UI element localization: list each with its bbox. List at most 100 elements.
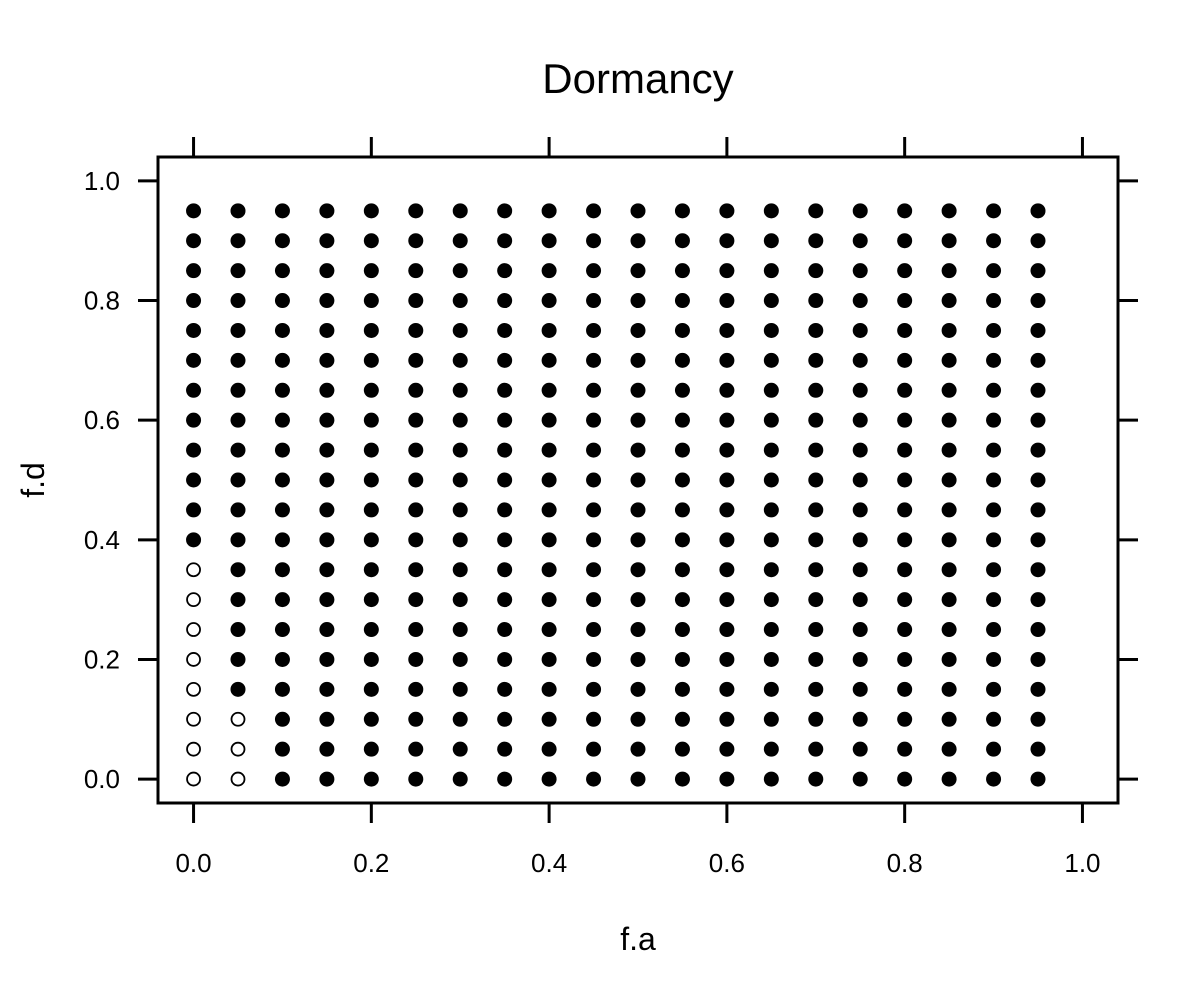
filled-data-point	[763, 263, 779, 279]
filled-data-point	[630, 233, 646, 249]
filled-data-point	[408, 233, 424, 249]
filled-data-point	[763, 741, 779, 757]
filled-data-point	[808, 681, 824, 697]
filled-data-point	[986, 233, 1002, 249]
filled-data-point	[986, 352, 1002, 368]
filled-data-point	[986, 382, 1002, 398]
filled-data-point	[586, 382, 602, 398]
filled-data-point	[408, 592, 424, 608]
filled-data-point	[408, 711, 424, 727]
filled-data-point	[497, 592, 513, 608]
filled-data-point	[763, 681, 779, 697]
filled-data-point	[586, 771, 602, 787]
filled-data-point	[186, 233, 202, 249]
filled-data-point	[897, 562, 913, 578]
filled-data-point	[630, 741, 646, 757]
filled-data-point	[319, 622, 335, 638]
filled-data-point	[274, 502, 290, 518]
filled-data-point	[586, 322, 602, 338]
filled-data-point	[941, 442, 957, 458]
filled-data-point	[763, 293, 779, 309]
filled-data-point	[230, 532, 246, 548]
filled-data-point	[408, 263, 424, 279]
filled-data-point	[941, 681, 957, 697]
filled-data-point	[363, 681, 379, 697]
filled-data-point	[1030, 382, 1046, 398]
x-tick-label: 0.8	[887, 848, 923, 878]
filled-data-point	[586, 681, 602, 697]
filled-data-point	[630, 592, 646, 608]
open-data-point	[186, 711, 201, 727]
y-tick-label: 0.2	[84, 644, 120, 674]
filled-data-point	[230, 562, 246, 578]
filled-data-point	[408, 622, 424, 638]
filled-data-point	[274, 233, 290, 249]
filled-data-point	[808, 203, 824, 219]
filled-data-point	[497, 651, 513, 667]
x-tick-label: 0.6	[709, 848, 745, 878]
filled-data-point	[186, 532, 202, 548]
filled-data-point	[1030, 352, 1046, 368]
filled-data-point	[719, 622, 735, 638]
filled-data-point	[586, 532, 602, 548]
filled-data-point	[497, 233, 513, 249]
filled-data-point	[319, 472, 335, 488]
filled-data-point	[986, 263, 1002, 279]
filled-data-point	[941, 592, 957, 608]
filled-data-point	[630, 502, 646, 518]
filled-data-point	[1030, 592, 1046, 608]
filled-data-point	[674, 293, 690, 309]
filled-data-point	[497, 412, 513, 428]
filled-data-point	[852, 711, 868, 727]
filled-data-point	[408, 322, 424, 338]
filled-data-point	[897, 622, 913, 638]
filled-data-point	[719, 681, 735, 697]
filled-data-point	[319, 592, 335, 608]
filled-data-point	[1030, 622, 1046, 638]
filled-data-point	[408, 293, 424, 309]
filled-data-point	[586, 442, 602, 458]
open-data-point	[186, 771, 201, 787]
filled-data-point	[674, 741, 690, 757]
filled-data-point	[541, 681, 557, 697]
filled-data-point	[274, 622, 290, 638]
filled-data-point	[897, 771, 913, 787]
filled-data-point	[274, 352, 290, 368]
filled-data-point	[1030, 472, 1046, 488]
filled-data-point	[986, 203, 1002, 219]
filled-data-point	[363, 263, 379, 279]
filled-data-point	[319, 532, 335, 548]
filled-data-point	[363, 412, 379, 428]
filled-data-point	[274, 741, 290, 757]
y-tick-label: 0.0	[84, 764, 120, 794]
filled-data-point	[541, 592, 557, 608]
filled-data-point	[986, 771, 1002, 787]
filled-data-point	[763, 472, 779, 488]
filled-data-point	[408, 562, 424, 578]
filled-data-point	[541, 322, 557, 338]
filled-data-point	[630, 203, 646, 219]
filled-data-point	[674, 681, 690, 697]
filled-data-point	[408, 771, 424, 787]
filled-data-point	[186, 322, 202, 338]
filled-data-point	[541, 532, 557, 548]
filled-data-point	[852, 352, 868, 368]
x-axis-title: f.a	[620, 921, 656, 957]
filled-data-point	[852, 562, 868, 578]
filled-data-point	[319, 651, 335, 667]
filled-data-point	[497, 293, 513, 309]
filled-data-point	[763, 532, 779, 548]
filled-data-point	[763, 711, 779, 727]
filled-data-point	[719, 233, 735, 249]
filled-data-point	[808, 293, 824, 309]
filled-data-point	[319, 502, 335, 518]
filled-data-point	[630, 322, 646, 338]
filled-data-point	[630, 293, 646, 309]
y-tick-label: 0.6	[84, 405, 120, 435]
filled-data-point	[674, 382, 690, 398]
filled-data-point	[230, 382, 246, 398]
filled-data-point	[452, 741, 468, 757]
filled-data-point	[763, 502, 779, 518]
filled-data-point	[363, 352, 379, 368]
